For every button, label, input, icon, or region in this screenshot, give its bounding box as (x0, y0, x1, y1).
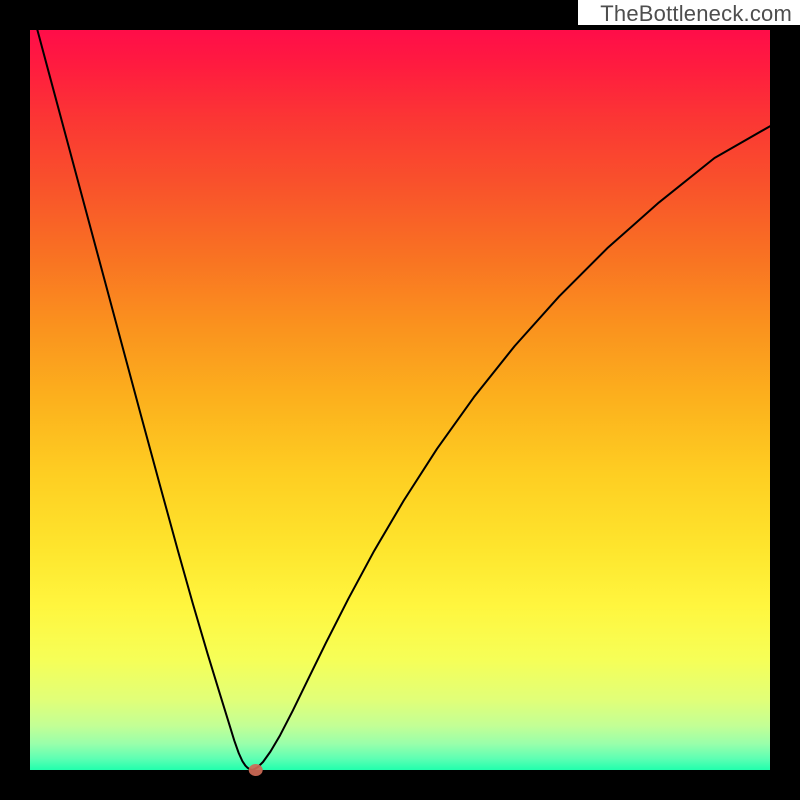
watermark-box: TheBottleneck.com (578, 0, 800, 25)
optimal-point-marker (249, 764, 263, 776)
watermark-text: TheBottleneck.com (600, 1, 792, 26)
chart-stage: TheBottleneck.com (0, 0, 800, 800)
plot-background (30, 30, 770, 770)
bottleneck-chart (0, 0, 800, 800)
